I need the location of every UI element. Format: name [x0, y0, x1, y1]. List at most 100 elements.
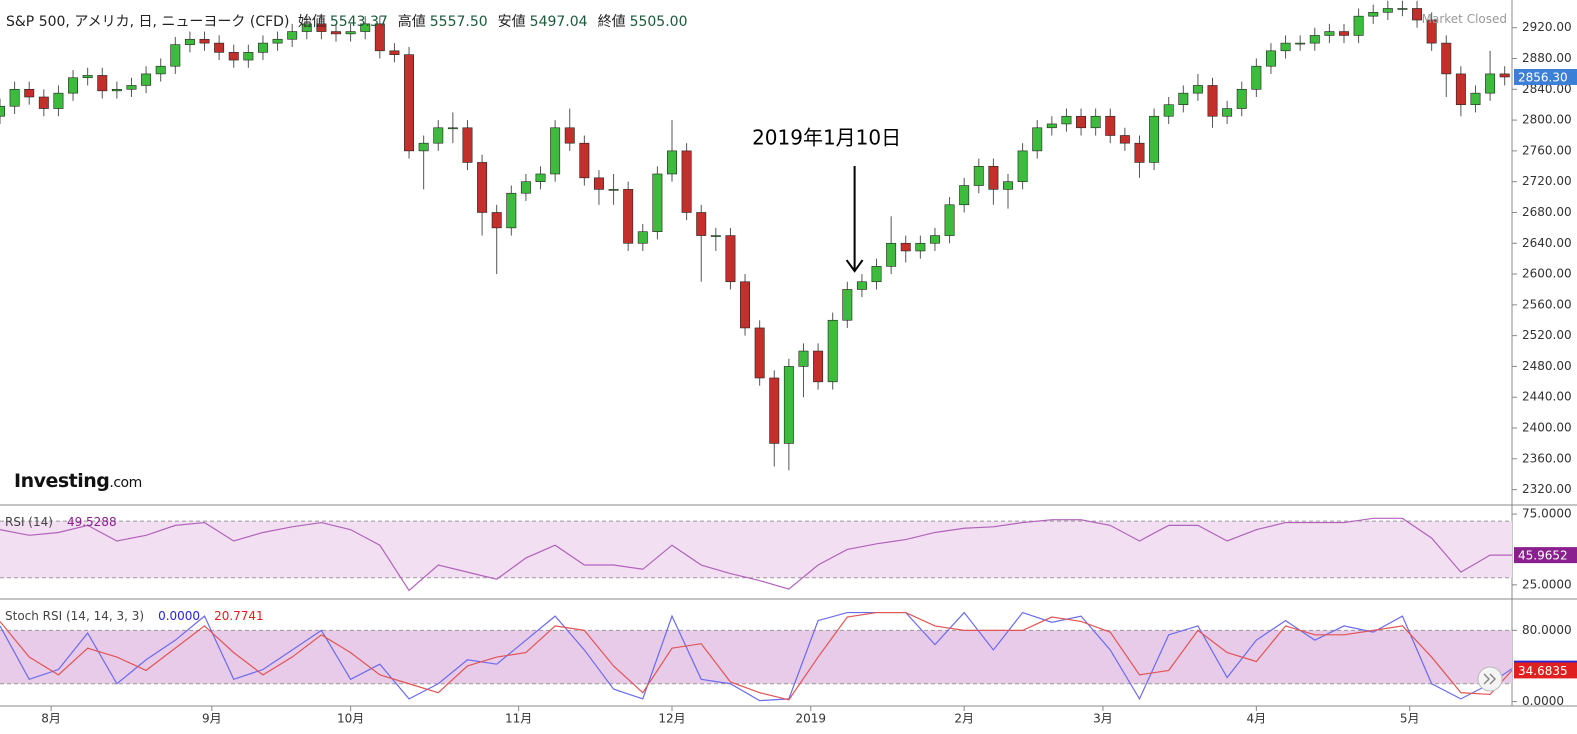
candle-body — [1309, 35, 1320, 44]
candle-body — [53, 92, 64, 109]
candle-body — [1382, 8, 1393, 13]
candle-body — [959, 185, 970, 206]
y-tick-label: 0.0000 — [1522, 694, 1564, 708]
logo-text: Investing — [14, 470, 110, 492]
candle-body — [1032, 127, 1043, 152]
candle-body — [9, 88, 20, 107]
candle-body — [798, 350, 809, 367]
candle-body — [24, 88, 35, 98]
candle-body — [842, 289, 853, 321]
candle-body — [462, 127, 473, 163]
candle-body — [1119, 135, 1130, 144]
candle-body — [1339, 31, 1349, 36]
candle-body — [126, 85, 137, 90]
y-tick-label: 2680.00 — [1522, 205, 1572, 219]
candle-body — [506, 192, 517, 229]
stat-value: 5557.50 — [429, 14, 488, 30]
candle-body — [1426, 19, 1437, 44]
candle-body — [1149, 115, 1160, 163]
candle-body — [1076, 115, 1087, 129]
rsi-title: RSI (14) 49.5288 — [5, 515, 117, 529]
y-tick-label: 2560.00 — [1522, 297, 1572, 311]
stat-name: 終値 — [597, 14, 626, 30]
candle-body — [652, 173, 663, 233]
stats: 始値 5543.37 高値 5557.50 安値 5497.04 終値 5505.00 — [298, 14, 698, 30]
y-tick-label: 2480.00 — [1522, 359, 1572, 373]
candle-body — [1499, 73, 1510, 78]
stat-value: 5505.00 — [629, 14, 688, 30]
panel-title: Stoch RSI (14, 14, 3, 3) — [5, 609, 145, 623]
candle-body — [813, 350, 824, 383]
candle-body — [623, 189, 634, 244]
stat-name: 始値 — [297, 14, 326, 30]
candle-body — [827, 319, 838, 383]
candle-body — [725, 235, 736, 283]
y-tick-label: 2400.00 — [1522, 421, 1572, 435]
candle-body — [184, 38, 195, 45]
candle-body — [1353, 15, 1364, 36]
annotation-arrowhead — [845, 259, 864, 273]
candle-body — [316, 23, 327, 32]
candle-body — [1441, 42, 1452, 75]
stoch-title: Stoch RSI (14, 14, 3, 3) 0.0000 20.7741 — [5, 609, 264, 623]
stat-name: 安値 — [497, 14, 526, 30]
candle-body — [564, 127, 575, 144]
candle-body — [447, 127, 458, 130]
readout: 0.0000 — [158, 609, 201, 623]
candle-body — [1178, 92, 1189, 105]
y-tick-label: 80.0000 — [1522, 623, 1572, 637]
candle-body — [1192, 85, 1203, 94]
candle-body — [1046, 123, 1057, 129]
candle-body — [535, 173, 546, 182]
y-tick-label: 2440.00 — [1522, 390, 1572, 404]
y-tick-label: 2520.00 — [1522, 328, 1572, 342]
last-value-label: 45.9652 — [1518, 549, 1568, 563]
x-tick-label: 2019 — [796, 712, 827, 726]
candle-body — [886, 242, 897, 267]
last-value-box — [1514, 547, 1577, 564]
candle-body — [68, 77, 79, 94]
y-tick-label: 2320.00 — [1522, 482, 1572, 496]
candle-body — [82, 75, 93, 79]
readout: 20.7741 — [214, 609, 264, 623]
candle-body — [1485, 73, 1496, 94]
candle-body — [1397, 8, 1408, 10]
candle-body — [155, 65, 166, 75]
candle-body — [331, 31, 341, 35]
candle-body — [1324, 31, 1335, 36]
candle-body — [1368, 12, 1379, 17]
candle-body — [579, 142, 590, 179]
candle-body — [1236, 88, 1247, 109]
y-tick-label: 2880.00 — [1522, 51, 1572, 65]
candle-body — [404, 54, 415, 152]
candle-body — [1470, 92, 1481, 105]
candle-body — [97, 75, 108, 92]
series-line — [0, 611, 1513, 701]
y-tick-label: 2760.00 — [1522, 143, 1572, 157]
candle-body — [272, 38, 283, 44]
x-tick-label: 5月 — [1400, 712, 1420, 726]
last-value-label: 2856.30 — [1518, 70, 1568, 84]
y-tick-label: 2640.00 — [1522, 236, 1572, 250]
candle-body — [1003, 181, 1013, 190]
candle-body — [608, 189, 619, 191]
x-tick-label: 2月 — [954, 712, 974, 726]
candle-body — [228, 52, 239, 61]
candle-body — [681, 150, 692, 213]
candle-body — [593, 177, 604, 190]
candle-body — [667, 150, 677, 175]
candle-body — [1207, 85, 1218, 117]
candle-body — [929, 235, 940, 244]
series-line — [0, 517, 1512, 592]
x-tick-label: 12月 — [658, 712, 685, 726]
x-tick-label: 4月 — [1247, 712, 1267, 726]
candle-body — [477, 162, 488, 213]
candle-body — [988, 165, 999, 190]
candle-body — [141, 73, 152, 86]
y-tick-label: 2720.00 — [1522, 174, 1572, 188]
logo: Investing.com — [14, 470, 142, 492]
chart-title: S&P 500, アメリカ, 日, ニューヨーク (CFD) — [6, 14, 290, 30]
y-tick-label: 25.0000 — [1522, 577, 1572, 591]
candle-body — [1295, 42, 1306, 45]
candle-body — [214, 42, 225, 53]
